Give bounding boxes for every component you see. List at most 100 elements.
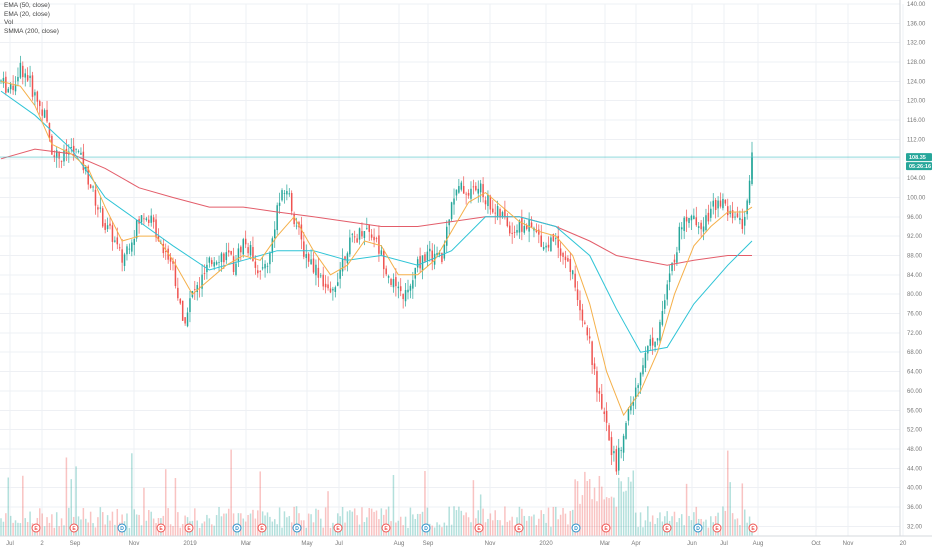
volume-bar [571, 509, 574, 536]
candle-body [22, 65, 24, 78]
volume-bar [344, 522, 346, 536]
candle-body [564, 256, 567, 261]
candle-body [647, 345, 649, 354]
earnings-marker [156, 523, 166, 533]
candle-body [731, 210, 734, 219]
price-axis[interactable]: 32.00 36.00 40.00 44.00 48.00 52.00 56.00 60.00… [907, 2, 926, 530]
candle-body [562, 252, 564, 257]
volume-bar [453, 506, 455, 536]
candle-body [601, 393, 603, 409]
volume-bar [676, 522, 678, 536]
volume-bar [404, 516, 407, 536]
volume-bar [412, 514, 414, 536]
countdown-label: 05:26:16 [909, 164, 931, 170]
candle-body [492, 208, 494, 213]
volume-bar [75, 466, 77, 536]
candle-body [499, 209, 501, 218]
volume-bar [2, 521, 5, 536]
volume-bar [550, 526, 552, 536]
candle-body [664, 300, 666, 309]
volume-bar [399, 516, 402, 536]
candle-body [416, 259, 419, 268]
volume-bar [220, 516, 223, 536]
candle-body [254, 261, 257, 268]
candle-body [51, 135, 53, 155]
volume-bar [487, 518, 489, 536]
candle-body [482, 184, 484, 198]
legend-vol[interactable]: Vol [4, 19, 14, 27]
event-marker-label: D [120, 526, 124, 532]
volume-bar [353, 508, 356, 536]
candle-body [443, 244, 446, 259]
candle-body [722, 198, 724, 209]
plot-area[interactable] [0, 0, 900, 536]
volume-bar [169, 524, 172, 536]
candle-body [169, 257, 172, 262]
candle-body [312, 258, 315, 273]
candle-body [39, 101, 41, 107]
volume-bar [283, 511, 286, 536]
candle-body [126, 246, 128, 255]
volume-bar [625, 490, 627, 536]
candle-body [450, 202, 453, 220]
volume-bar [727, 450, 729, 536]
candle-body [446, 226, 448, 246]
candle-body [232, 256, 235, 273]
candle-body [104, 223, 106, 230]
volume-bar [603, 499, 605, 536]
candle-body [673, 259, 676, 263]
candle-body [14, 84, 17, 92]
candle-body [72, 145, 75, 153]
volume-bar [215, 515, 218, 536]
candle-body [48, 123, 51, 138]
dividend-marker [292, 523, 302, 533]
volume-bar [424, 471, 426, 536]
candle-body [203, 273, 206, 274]
volume-bar [707, 527, 710, 536]
candle-body [266, 265, 269, 267]
volume-bar [310, 514, 312, 536]
candle-body [244, 238, 247, 245]
time-tick-label: Sep [423, 541, 434, 547]
time-axis[interactable]: Jul 2 Sep Nov 2019 Mar May Jul Aug Sep Nov 2020 Mar A… [6, 541, 907, 547]
volume-bar [327, 491, 329, 536]
volume-bar [482, 508, 484, 536]
volume-bar [610, 496, 613, 536]
volume-bar [252, 509, 254, 536]
legend-smma-200[interactable]: SMMA (200, close) [4, 27, 59, 35]
legend-ema-20[interactable]: EMA (20, close) [4, 10, 50, 18]
candle-body [0, 80, 2, 82]
volume-bar [240, 513, 242, 536]
volume-bar [705, 519, 707, 536]
price-tick-label: 32.00 [907, 524, 923, 530]
candle-body [235, 263, 237, 275]
smma-200-line [0, 148, 752, 266]
time-tick-label: Nov [129, 541, 140, 547]
event-marker-label: D [424, 526, 428, 532]
candle-body [736, 213, 739, 218]
candle-body [143, 218, 145, 220]
candle-body [12, 85, 14, 91]
candle-body [111, 225, 114, 242]
volume-bar [501, 525, 504, 536]
candle-body [625, 422, 627, 439]
volume-bar [39, 508, 41, 536]
volume-bar [395, 522, 397, 536]
volume-bar [351, 511, 354, 536]
event-marker-label: E [715, 526, 719, 532]
candle-body [538, 229, 540, 235]
volume-bar [622, 491, 625, 536]
volume-bar [29, 511, 31, 536]
candle-body [620, 450, 622, 452]
legend-ema-50[interactable]: EMA (50, close) [4, 2, 50, 9]
volume-bar [743, 509, 746, 536]
ema-50-line [0, 90, 753, 353]
candle-body [273, 229, 276, 239]
volume-bar [230, 449, 232, 536]
candle-body [106, 225, 109, 230]
candle-body [460, 182, 463, 190]
candle-body [300, 224, 303, 240]
earnings-marker [381, 523, 391, 533]
volume-bar [523, 515, 526, 536]
